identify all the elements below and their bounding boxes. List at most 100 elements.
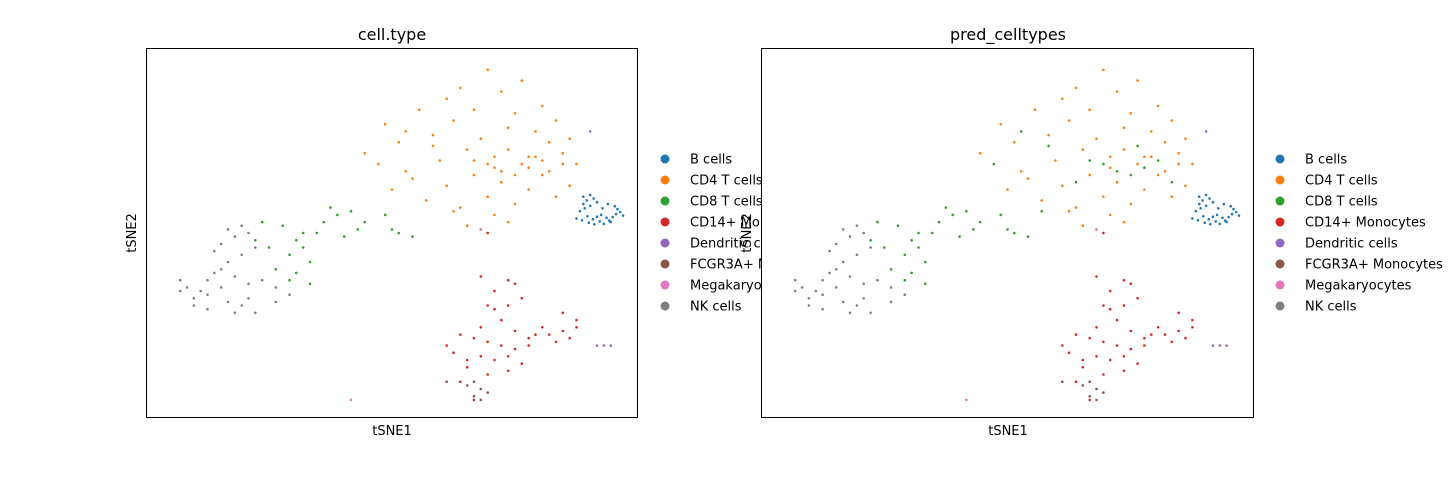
scatter-point (609, 344, 612, 347)
scatter-point (219, 268, 223, 271)
scatter-point (226, 228, 230, 231)
scatter-point (520, 362, 524, 365)
scatter-point (585, 199, 589, 202)
scatter-point (322, 220, 326, 224)
scatter-point (1143, 188, 1146, 191)
legend-marker (1275, 238, 1285, 248)
scatter-point (465, 384, 469, 387)
scatter-point (793, 289, 797, 293)
scatter-point (1115, 170, 1119, 173)
scatter-point (472, 173, 476, 177)
scatter-point (944, 206, 948, 209)
scatter-point (493, 166, 496, 169)
scatter-point (329, 206, 332, 209)
scatter-point (889, 300, 893, 304)
scatter-point (883, 246, 886, 249)
scatter-point (1177, 329, 1180, 333)
scatter-point (486, 340, 490, 344)
scatter-point (1122, 220, 1126, 224)
scatter-point (1229, 204, 1232, 208)
scatter-point (575, 318, 578, 322)
scatter-point (254, 246, 257, 249)
scatter-point (438, 159, 442, 162)
scatter-point (520, 79, 524, 82)
scatter-point (561, 151, 565, 155)
scatter-point (1225, 220, 1228, 224)
scatter-point (472, 159, 476, 162)
scatter-point (1143, 336, 1146, 340)
legend-marker (660, 217, 670, 227)
scatter-point (862, 297, 865, 300)
scatter-point (992, 162, 996, 166)
x-axis-label: tSNE1 (372, 424, 412, 439)
scatter-point (605, 216, 608, 220)
scatter-point (876, 278, 879, 282)
scatter-point (828, 249, 831, 253)
legend-label: FCGR3A+ Monocytes (1305, 258, 1443, 273)
chart-title: cell.type (358, 25, 426, 44)
scatter-point (1191, 326, 1194, 329)
scatter-point (486, 162, 490, 166)
scatter-point (383, 213, 387, 217)
scatter-point (807, 304, 811, 307)
scatter-point (1218, 344, 1222, 347)
scatter-point (1102, 68, 1105, 72)
scatter-point (1204, 130, 1208, 133)
scatter-point (896, 224, 900, 227)
scatter-point (1006, 188, 1009, 191)
scatter-point (1088, 394, 1091, 398)
scatter-point (1102, 373, 1105, 376)
scatter-point (315, 231, 319, 235)
legend-marker (1275, 259, 1285, 269)
scatter-point (459, 333, 462, 336)
scatter-point (821, 293, 824, 297)
scatter-point (513, 173, 517, 177)
scatter-point (1054, 159, 1057, 162)
scatter-point (479, 387, 483, 391)
scatter-point (1194, 209, 1198, 213)
scatter-point (500, 318, 503, 322)
scatter-point (233, 235, 237, 238)
legend-marker (1275, 175, 1285, 185)
scatter-point (472, 398, 476, 402)
scatter-point (1102, 162, 1105, 166)
scatter-point (951, 213, 954, 217)
legend-label: B cells (1305, 153, 1347, 168)
scatter-point (520, 297, 524, 300)
scatter-point (588, 193, 592, 197)
scatter-point (1095, 387, 1098, 391)
scatter-point (1129, 282, 1133, 286)
scatter-point (185, 286, 189, 289)
scatter-point (1218, 222, 1222, 226)
scatter-point (336, 213, 339, 217)
scatter-point (295, 239, 298, 242)
scatter-point (1234, 210, 1238, 214)
scatter-point (486, 304, 490, 307)
scatter-point (855, 224, 859, 227)
scatter-point (506, 355, 510, 358)
scatter-point (288, 293, 291, 297)
scatter-point (459, 206, 462, 209)
scatter-point (1204, 193, 1208, 197)
scatter-point (288, 278, 291, 282)
scatter-point (1102, 231, 1105, 235)
scatter-point (588, 130, 592, 133)
scatter-point (493, 307, 496, 311)
y-axis-label: tSNE2 (125, 213, 140, 253)
scatter-point (1102, 391, 1105, 394)
scatter-point (582, 202, 585, 206)
scatter-point (876, 220, 879, 224)
scatter-point (445, 97, 449, 101)
scatter-point (431, 144, 435, 148)
scatter-point (541, 326, 544, 329)
scatter-point (1191, 217, 1194, 220)
plot-frame (761, 48, 1254, 418)
scatter-point (591, 217, 595, 221)
scatter-point (219, 242, 223, 246)
scatter-point (1115, 180, 1119, 184)
scatter-point (568, 336, 571, 340)
scatter-point (924, 282, 927, 286)
scatter-point (404, 170, 408, 173)
scatter-point (486, 373, 490, 376)
scatter-point (855, 304, 859, 307)
